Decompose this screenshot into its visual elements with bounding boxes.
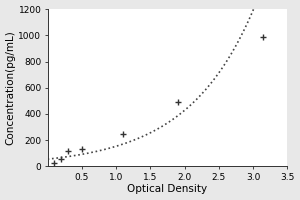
Y-axis label: Concentration(pg/mL): Concentration(pg/mL) [6, 30, 16, 145]
X-axis label: Optical Density: Optical Density [128, 184, 208, 194]
